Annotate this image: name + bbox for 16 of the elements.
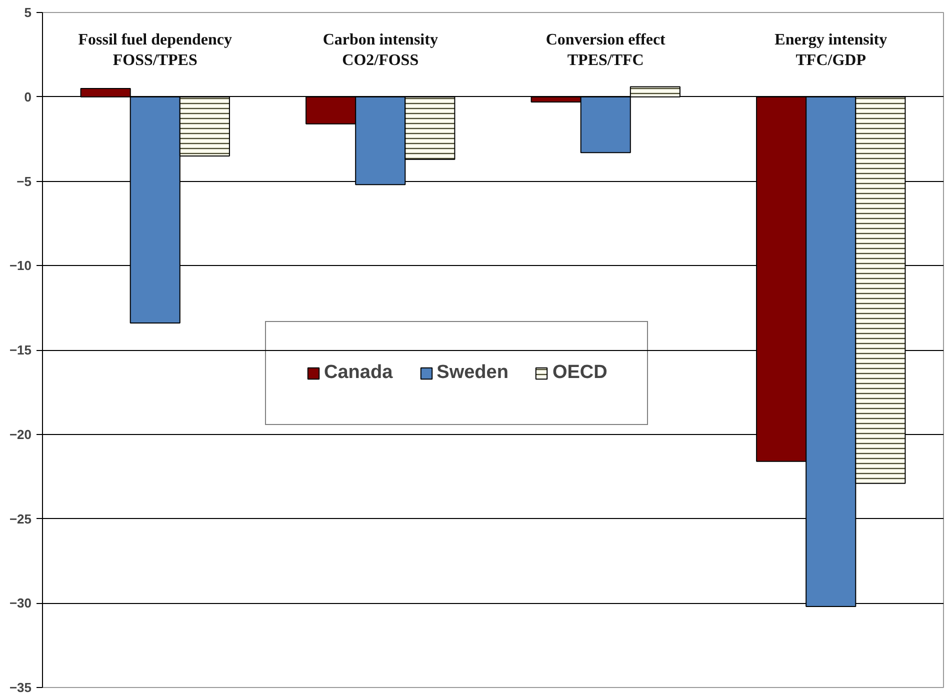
y-tick-label: −35	[9, 680, 32, 695]
y-tick-label: −30	[9, 596, 32, 611]
y-tick-label: −25	[9, 511, 32, 526]
y-tick-label: −15	[9, 342, 32, 358]
y-tick-label: −10	[9, 258, 32, 274]
legend-label: Sweden	[436, 362, 508, 384]
x-tick-label: Fossil fuel dependency FOSS/TPES	[78, 32, 232, 69]
y-tick-label: −5	[16, 174, 32, 189]
y-tick-label: 0	[24, 89, 32, 104]
x-tick-label: Carbon intensity CO2/FOSS	[322, 32, 438, 69]
legend-label: Canada	[324, 362, 393, 384]
x-tick-label: Conversion effect TPES/TFC	[546, 32, 666, 69]
y-tick-label: 5	[24, 5, 32, 20]
x-tick-label: Energy intensity TFC/GDP	[774, 32, 888, 69]
y-tick-label: −20	[9, 426, 32, 442]
legend-label: OECD	[552, 362, 608, 384]
